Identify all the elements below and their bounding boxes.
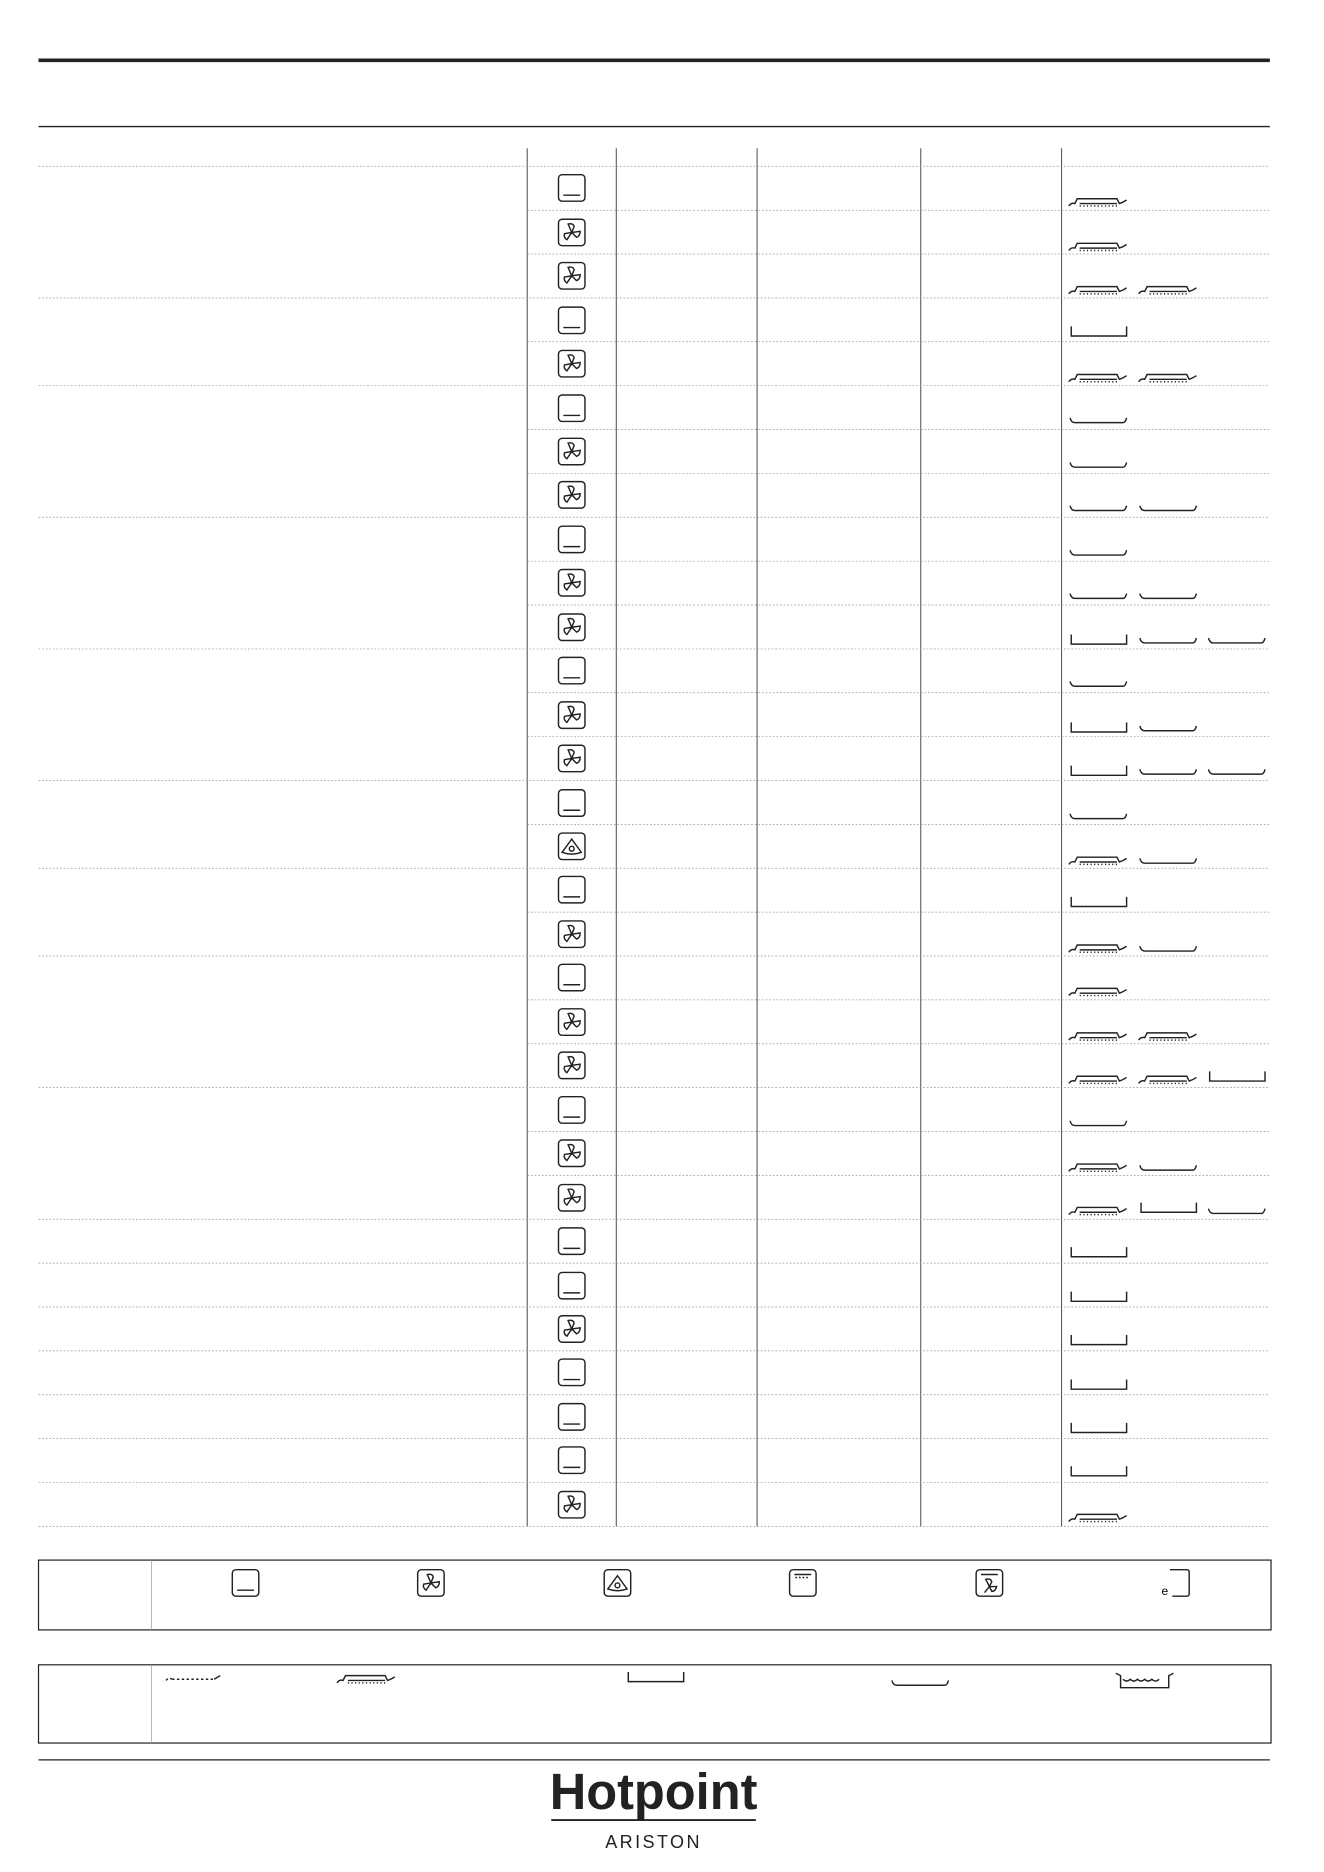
- table-grid: [526, 148, 1063, 1527]
- row-lines: [38, 165, 1270, 1527]
- sub-brand: ARISTON: [605, 1832, 702, 1852]
- accessory-legend: [37, 1664, 1272, 1744]
- function-legend: [37, 1559, 1272, 1631]
- function-icons: [557, 173, 586, 1519]
- shelf-icons: [1068, 198, 1266, 1523]
- brand: Hotpoint: [550, 1763, 758, 1820]
